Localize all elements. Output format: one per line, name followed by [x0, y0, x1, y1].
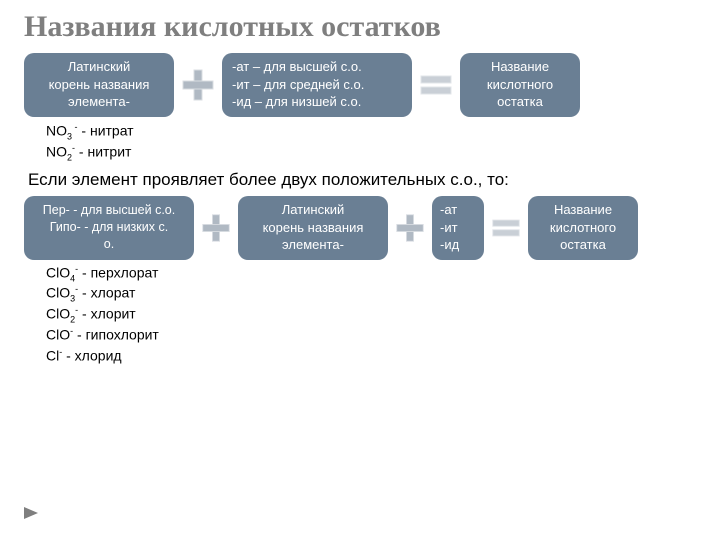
ex2-l2-base: ClO — [46, 285, 70, 301]
equals-icon — [418, 71, 454, 99]
flow1-b3-l3: остатка — [497, 93, 543, 111]
ex2-l5-base: Cl — [46, 347, 59, 363]
flow2-b3-l2: -ит — [440, 219, 458, 237]
flow2-b4-l1: Название — [554, 201, 612, 219]
flow2-block-result: Название кислотного остатка — [528, 196, 638, 260]
ex1-l2-sub: 2 — [67, 153, 72, 163]
ex2-l1-sub: 4 — [70, 273, 75, 283]
intertext: Если элемент проявляет более двух положи… — [28, 170, 696, 190]
flow2-b3-l1: -ат — [440, 201, 457, 219]
flow2-b3-l3: -ид — [440, 236, 459, 254]
ex2-l4-name: - гипохлорит — [73, 326, 159, 342]
ex2-l2-name: - хлорат — [78, 285, 135, 301]
plus-icon — [394, 213, 426, 243]
ex2-l3-name: - хлорит — [78, 306, 136, 322]
flow2-b1-l2: Гипо- - для низких с. — [50, 219, 168, 236]
ex2-l3-base: ClO — [46, 306, 70, 322]
flow1-b1-l1: Латинский — [68, 58, 131, 76]
ex1-l1-name: - нитрат — [78, 122, 134, 138]
flow-1: Латинский корень названия элемента- -ат … — [24, 53, 696, 117]
example-nitrite: NO2- - нитрит — [46, 142, 696, 164]
flow2-b2-l3: элемента- — [282, 236, 344, 254]
example-chlorite: ClO2- - хлорит — [46, 305, 696, 326]
ex1-l2-name: - нитрит — [75, 144, 131, 160]
flow1-b1-l2: корень названия — [49, 76, 150, 94]
flow1-block-root: Латинский корень названия элемента- — [24, 53, 174, 117]
ex2-l5-name: - хлорид — [62, 347, 121, 363]
flow1-b2-l1: -ат – для высшей с.о. — [232, 58, 362, 76]
example-perchlorate: ClO4- - перхлорат — [46, 264, 696, 285]
ex1-l1-base: NO — [46, 122, 67, 138]
ex2-l1-base: ClO — [46, 264, 70, 280]
flow1-block-suffix: -ат – для высшей с.о. -ит – для средней … — [222, 53, 412, 117]
flow1-b1-l3: элемента- — [68, 93, 130, 111]
examples-2: ClO4- - перхлорат ClO3- - хлорат ClO2- -… — [46, 264, 696, 368]
ex2-l3-sub: 2 — [70, 315, 75, 325]
triangle-icon — [24, 506, 38, 524]
examples-1: NO3 - - нитрат NO2- - нитрит — [46, 121, 696, 164]
ex2-l1-name: - перхлорат — [78, 264, 158, 280]
ex2-l4-base: ClO — [46, 326, 70, 342]
equals-icon — [490, 215, 522, 241]
flow2-b2-l1: Латинский — [282, 201, 345, 219]
flow2-b4-l2: кислотного — [550, 219, 616, 237]
ex2-l2-sub: 3 — [70, 294, 75, 304]
example-chloride: Cl- - хлорид — [46, 347, 696, 368]
flow1-b3-l1: Название — [491, 58, 549, 76]
flow2-b4-l3: остатка — [560, 236, 606, 254]
flow1-b3-l2: кислотного — [487, 76, 553, 94]
ex1-l2-base: NO — [46, 144, 67, 160]
flow1-b2-l3: -ид – для низшей с.о. — [232, 93, 361, 111]
flow2-block-root: Латинский корень названия элемента- — [238, 196, 388, 260]
flow2-b1-l3: о. — [104, 236, 114, 253]
example-chlorate: ClO3- - хлорат — [46, 284, 696, 305]
ex1-l1-sub: 3 — [67, 131, 72, 141]
flow2-b1-l1: Пер- - для высшей с.о. — [43, 202, 175, 219]
flow-2: Пер- - для высшей с.о. Гипо- - для низки… — [24, 196, 696, 260]
plus-icon — [180, 68, 216, 102]
page-title: Названия кислотных остатков — [24, 10, 696, 45]
example-hypochlorite: ClO- - гипохлорит — [46, 326, 696, 347]
flow1-b2-l2: -ит – для средней с.о. — [232, 76, 364, 94]
example-nitrate: NO3 - - нитрат — [46, 121, 696, 143]
flow1-block-result: Название кислотного остатка — [460, 53, 580, 117]
flow2-block-suffix: -ат -ит -ид — [432, 196, 484, 260]
plus-icon — [200, 213, 232, 243]
flow2-block-prefix: Пер- - для высшей с.о. Гипо- - для низки… — [24, 196, 194, 260]
flow2-b2-l2: корень названия — [263, 219, 364, 237]
